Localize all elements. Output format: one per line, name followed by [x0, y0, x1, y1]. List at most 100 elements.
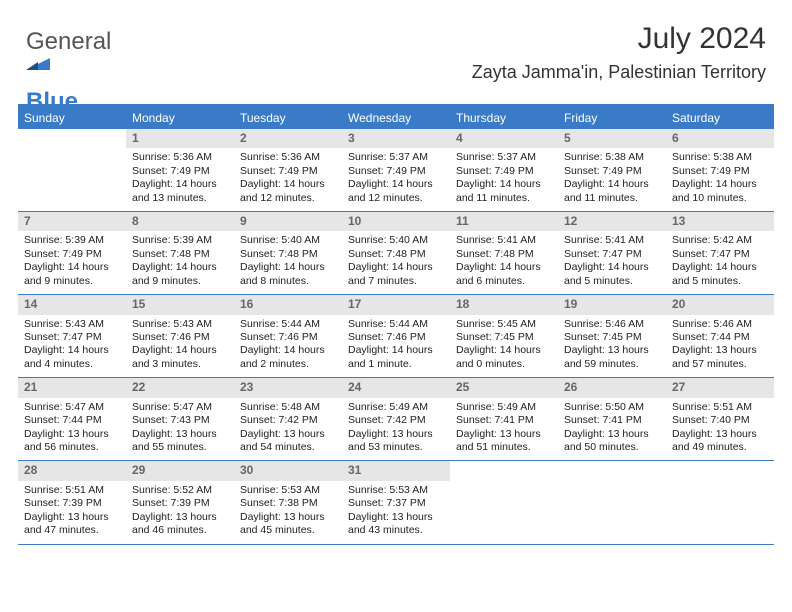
- daylight-text: Daylight: 13 hours and 51 minutes.: [456, 428, 552, 455]
- calendar-day: 23Sunrise: 5:48 AMSunset: 7:42 PMDayligh…: [234, 378, 342, 460]
- calendar-day: 16Sunrise: 5:44 AMSunset: 7:46 PMDayligh…: [234, 295, 342, 377]
- sunrise-text: Sunrise: 5:49 AM: [348, 401, 444, 414]
- day-number: 29: [126, 461, 234, 480]
- sunset-text: Sunset: 7:49 PM: [672, 165, 768, 178]
- day-number: 28: [18, 461, 126, 480]
- sunrise-text: Sunrise: 5:52 AM: [132, 484, 228, 497]
- day-info: Sunrise: 5:52 AMSunset: 7:39 PMDaylight:…: [126, 481, 234, 544]
- day-info: Sunrise: 5:53 AMSunset: 7:37 PMDaylight:…: [342, 481, 450, 544]
- daylight-text: Daylight: 13 hours and 54 minutes.: [240, 428, 336, 455]
- day-number: 10: [342, 212, 450, 231]
- calendar-week: 28 Sunrise: 5:51 AM Sunset: 7:39 PM Dayligh…: [18, 461, 774, 544]
- day-info: Sunrise: 5:43 AMSunset: 7:47 PMDaylight:…: [18, 315, 126, 378]
- day-number: 25: [450, 378, 558, 397]
- sunrise-text: Sunrise: 5:45 AM: [456, 318, 552, 331]
- day-info: Sunrise: 5:42 AMSunset: 7:47 PMDaylight:…: [666, 231, 774, 294]
- calendar-day: 27Sunrise: 5:51 AMSunset: 7:40 PMDayligh…: [666, 378, 774, 460]
- sunrise-text: Sunrise: 5:37 AM: [348, 151, 444, 164]
- day-number: 4: [450, 129, 558, 148]
- sunrise-text: Sunrise: 5:43 AM: [132, 318, 228, 331]
- day-info: Sunrise: 5:38 AMSunset: 7:49 PMDaylight:…: [558, 148, 666, 211]
- day-info: Sunrise: 5:51 AMSunset: 7:40 PMDaylight:…: [666, 398, 774, 461]
- calendar-day: 26Sunrise: 5:50 AMSunset: 7:41 PMDayligh…: [558, 378, 666, 460]
- day-number: 22: [126, 378, 234, 397]
- day-number: 3: [342, 129, 450, 148]
- day-number: 13: [666, 212, 774, 231]
- calendar: Sunday Monday Tuesday Wednesday Thursday…: [18, 104, 774, 545]
- day-info: Sunrise: 5:50 AMSunset: 7:41 PMDaylight:…: [558, 398, 666, 461]
- calendar-day: 13Sunrise: 5:42 AMSunset: 7:47 PMDayligh…: [666, 212, 774, 294]
- sunset-text: Sunset: 7:48 PM: [348, 248, 444, 261]
- sunset-text: Sunset: 7:41 PM: [456, 414, 552, 427]
- calendar-day: 24Sunrise: 5:49 AMSunset: 7:42 PMDayligh…: [342, 378, 450, 460]
- sunset-text: Sunset: 7:48 PM: [456, 248, 552, 261]
- day-header: Monday: [126, 107, 234, 129]
- calendar-day: 30Sunrise: 5:53 AMSunset: 7:38 PMDayligh…: [234, 461, 342, 543]
- sunrise-text: Sunrise: 5:53 AM: [348, 484, 444, 497]
- sunset-text: Sunset: 7:46 PM: [132, 331, 228, 344]
- day-number: 14: [18, 295, 126, 314]
- daylight-text: Daylight: 14 hours and 10 minutes.: [672, 178, 768, 205]
- calendar-header-row: Sunday Monday Tuesday Wednesday Thursday…: [18, 107, 774, 129]
- day-info: Sunrise: 5:38 AMSunset: 7:49 PMDaylight:…: [666, 148, 774, 211]
- daylight-text: Daylight: 13 hours and 55 minutes.: [132, 428, 228, 455]
- calendar-day: 6Sunrise: 5:38 AMSunset: 7:49 PMDaylight…: [666, 129, 774, 211]
- sunrise-text: Sunrise: 5:46 AM: [564, 318, 660, 331]
- calendar-week: 14Sunrise: 5:43 AMSunset: 7:47 PMDayligh…: [18, 295, 774, 378]
- sunset-text: Sunset: 7:49 PM: [132, 165, 228, 178]
- sunset-text: Sunset: 7:48 PM: [132, 248, 228, 261]
- sunrise-text: Sunrise: 5:53 AM: [240, 484, 336, 497]
- daylight-text: Daylight: 14 hours and 11 minutes.: [456, 178, 552, 205]
- day-number: 30: [234, 461, 342, 480]
- day-number: 15: [126, 295, 234, 314]
- day-info: Sunrise: 5:49 AMSunset: 7:42 PMDaylight:…: [342, 398, 450, 461]
- sunrise-text: Sunrise: 5:36 AM: [132, 151, 228, 164]
- daylight-text: Daylight: 14 hours and 6 minutes.: [456, 261, 552, 288]
- location: Zayta Jamma'in, Palestinian Territory: [472, 62, 766, 83]
- day-number: 18: [450, 295, 558, 314]
- sunrise-text: Sunrise: 5:50 AM: [564, 401, 660, 414]
- sunset-text: Sunset: 7:41 PM: [564, 414, 660, 427]
- sunrise-text: Sunrise: 5:38 AM: [564, 151, 660, 164]
- sunset-text: Sunset: 7:42 PM: [240, 414, 336, 427]
- day-number: 1: [126, 129, 234, 148]
- sunrise-text: Sunrise: 5:40 AM: [348, 234, 444, 247]
- daylight-text: Daylight: 13 hours and 59 minutes.: [564, 344, 660, 371]
- day-info: Sunrise: 5:49 AMSunset: 7:41 PMDaylight:…: [450, 398, 558, 461]
- daylight-text: Daylight: 14 hours and 0 minutes.: [456, 344, 552, 371]
- day-info: Sunrise: 5:46 AMSunset: 7:44 PMDaylight:…: [666, 315, 774, 378]
- sunrise-text: Sunrise: 5:43 AM: [24, 318, 120, 331]
- day-info: Sunrise: 5:41 AMSunset: 7:48 PMDaylight:…: [450, 231, 558, 294]
- sunset-text: Sunset: 7:49 PM: [348, 165, 444, 178]
- sunrise-text: Sunrise: 5:47 AM: [132, 401, 228, 414]
- day-header: Tuesday: [234, 107, 342, 129]
- day-number: 9: [234, 212, 342, 231]
- sunrise-text: Sunrise: 5:37 AM: [456, 151, 552, 164]
- calendar-day: 17Sunrise: 5:44 AMSunset: 7:46 PMDayligh…: [342, 295, 450, 377]
- sunrise-text: Sunrise: 5:51 AM: [24, 484, 120, 497]
- month-year: July 2024: [472, 22, 766, 56]
- calendar-day: 10Sunrise: 5:40 AMSunset: 7:48 PMDayligh…: [342, 212, 450, 294]
- header: July 2024 Zayta Jamma'in, Palestinian Te…: [472, 22, 766, 83]
- sunset-text: Sunset: 7:39 PM: [132, 497, 228, 510]
- calendar-day: 3Sunrise: 5:37 AMSunset: 7:49 PMDaylight…: [342, 129, 450, 211]
- calendar-day: 1Sunrise: 5:36 AMSunset: 7:49 PMDaylight…: [126, 129, 234, 211]
- calendar-day: [18, 129, 126, 211]
- sunset-text: Sunset: 7:49 PM: [456, 165, 552, 178]
- calendar-day: 2Sunrise: 5:36 AMSunset: 7:49 PMDaylight…: [234, 129, 342, 211]
- sunset-text: Sunset: 7:47 PM: [24, 331, 120, 344]
- sunrise-text: Sunrise: 5:39 AM: [132, 234, 228, 247]
- day-info: Sunrise: 5:44 AMSunset: 7:46 PMDaylight:…: [342, 315, 450, 378]
- sunrise-text: Sunrise: 5:42 AM: [672, 234, 768, 247]
- daylight-text: Daylight: 14 hours and 2 minutes.: [240, 344, 336, 371]
- day-number: 2: [234, 129, 342, 148]
- calendar-day: 9Sunrise: 5:40 AMSunset: 7:48 PMDaylight…: [234, 212, 342, 294]
- daylight-text: Daylight: 13 hours and 47 minutes.: [24, 511, 120, 538]
- day-number: 5: [558, 129, 666, 148]
- daylight-text: Daylight: 14 hours and 1 minute.: [348, 344, 444, 371]
- calendar-day: 15Sunrise: 5:43 AMSunset: 7:46 PMDayligh…: [126, 295, 234, 377]
- day-header: Thursday: [450, 107, 558, 129]
- sunrise-text: Sunrise: 5:40 AM: [240, 234, 336, 247]
- daylight-text: Daylight: 14 hours and 12 minutes.: [240, 178, 336, 205]
- sunset-text: Sunset: 7:49 PM: [24, 248, 120, 261]
